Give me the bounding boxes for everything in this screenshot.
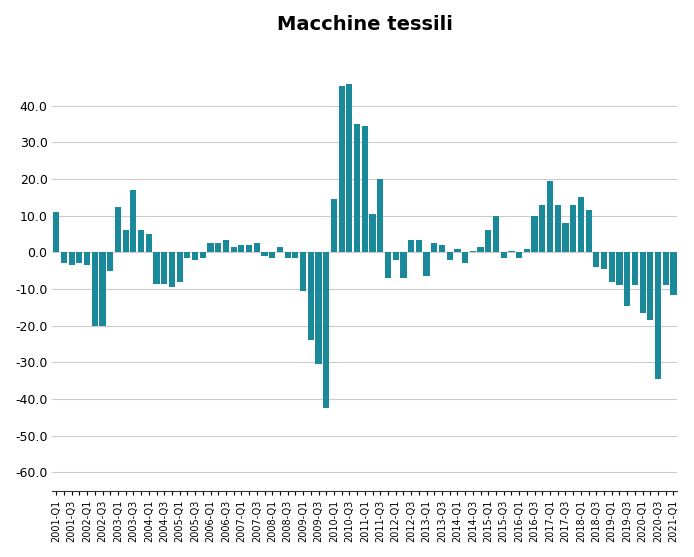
Bar — [609, 252, 615, 282]
Bar — [624, 252, 630, 306]
Bar — [408, 240, 414, 252]
Bar — [323, 252, 330, 408]
Bar — [146, 234, 152, 252]
Bar — [254, 243, 260, 252]
Bar — [292, 252, 298, 258]
Bar — [300, 252, 306, 291]
Bar — [339, 86, 345, 252]
Bar — [262, 252, 268, 256]
Bar — [670, 252, 677, 295]
Bar — [362, 126, 368, 252]
Bar — [539, 205, 545, 252]
Bar — [200, 252, 206, 258]
Bar — [393, 252, 399, 260]
Title: Macchine tessili: Macchine tessili — [277, 15, 452, 34]
Bar — [508, 251, 514, 252]
Bar — [238, 245, 244, 252]
Bar — [485, 231, 491, 252]
Bar — [192, 252, 198, 260]
Bar — [532, 216, 538, 252]
Bar — [455, 249, 461, 252]
Bar — [354, 124, 360, 252]
Bar — [400, 252, 407, 278]
Bar — [107, 252, 113, 271]
Bar — [346, 84, 353, 252]
Bar — [601, 252, 607, 269]
Bar — [185, 252, 190, 258]
Bar — [307, 252, 314, 340]
Bar — [431, 243, 437, 252]
Bar — [53, 212, 59, 252]
Bar — [648, 252, 654, 320]
Bar — [423, 252, 430, 276]
Bar — [285, 252, 291, 258]
Bar — [462, 252, 468, 263]
Bar — [447, 252, 452, 260]
Bar — [639, 252, 645, 313]
Bar — [616, 252, 623, 285]
Bar — [161, 252, 167, 284]
Bar — [416, 240, 422, 252]
Bar — [369, 214, 375, 252]
Bar — [176, 252, 183, 282]
Bar — [61, 252, 67, 263]
Bar — [578, 197, 584, 252]
Bar — [470, 251, 476, 252]
Bar — [547, 181, 553, 252]
Bar — [76, 252, 83, 263]
Bar — [130, 190, 137, 252]
Bar — [223, 240, 229, 252]
Bar — [115, 207, 121, 252]
Bar — [169, 252, 175, 287]
Bar — [632, 252, 638, 285]
Bar — [524, 249, 530, 252]
Bar — [377, 179, 383, 252]
Bar — [500, 252, 507, 258]
Bar — [69, 252, 75, 265]
Bar — [555, 205, 561, 252]
Bar — [277, 247, 283, 252]
Bar — [663, 252, 669, 285]
Bar — [331, 199, 337, 252]
Bar — [477, 247, 484, 252]
Bar — [586, 210, 592, 252]
Bar — [385, 252, 391, 278]
Bar — [655, 252, 661, 379]
Bar — [516, 252, 523, 258]
Bar — [593, 252, 600, 267]
Bar — [570, 205, 576, 252]
Bar — [208, 243, 214, 252]
Bar — [153, 252, 160, 284]
Bar — [230, 247, 237, 252]
Bar — [138, 231, 144, 252]
Bar — [269, 252, 276, 258]
Bar — [215, 243, 221, 252]
Bar — [123, 231, 129, 252]
Bar — [99, 252, 105, 326]
Bar — [493, 216, 499, 252]
Bar — [84, 252, 90, 265]
Bar — [246, 245, 252, 252]
Bar — [439, 245, 445, 252]
Bar — [316, 252, 321, 364]
Bar — [92, 252, 98, 326]
Bar — [562, 223, 568, 252]
